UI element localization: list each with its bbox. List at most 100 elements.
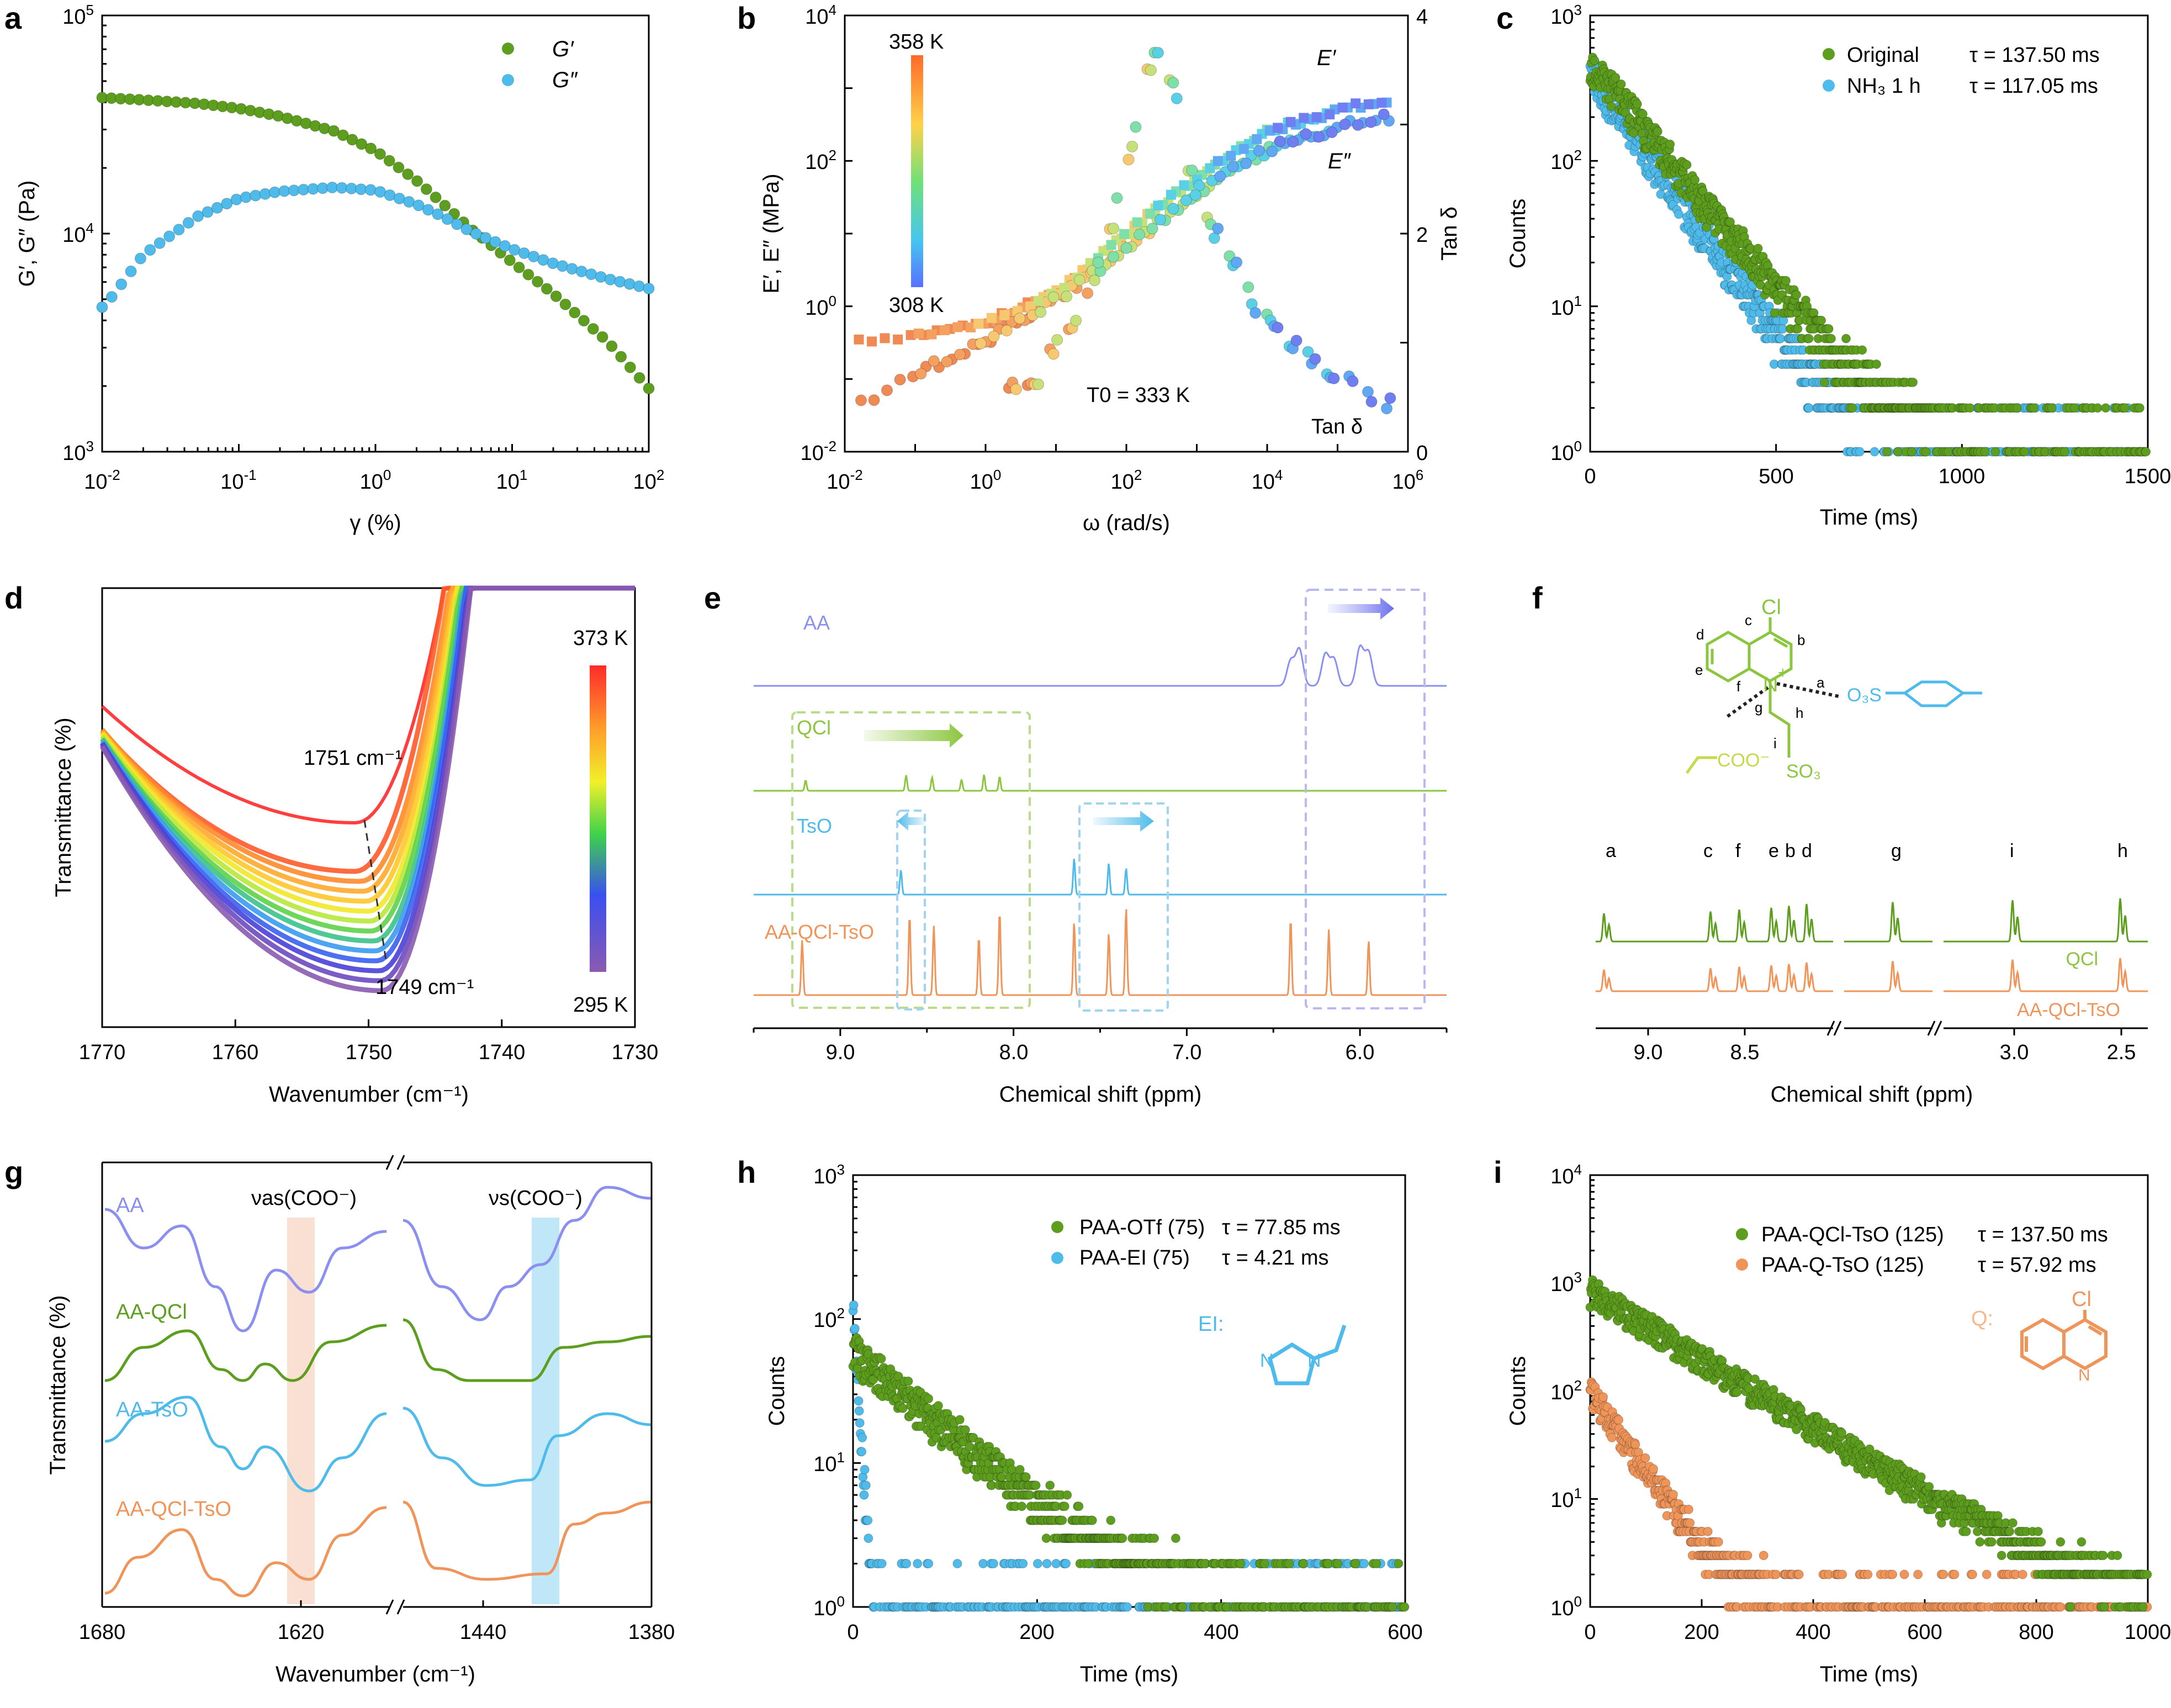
data-point-counts [850, 1324, 860, 1334]
data-point-e-double-prime [1134, 229, 1146, 240]
data-point-e-double-prime [1240, 157, 1252, 170]
data-point-e-double-prime [1180, 194, 1192, 207]
data-point-counts [1394, 1559, 1404, 1568]
y2-tick-label: 0 [1416, 442, 1428, 465]
data-point-g-double-prime [269, 186, 281, 198]
data-point-counts [1753, 244, 1763, 253]
atom-label-i: i [1773, 735, 1777, 752]
bond [1773, 637, 1788, 648]
data-point-counts [1893, 447, 1903, 457]
data-point-counts [1826, 334, 1836, 343]
data-point-e-prime [1145, 208, 1156, 219]
data-point-counts [1171, 1534, 1180, 1543]
data-point-g-double-prime [96, 301, 108, 313]
data-marks-i [1585, 1275, 2152, 1612]
data-point-e-double-prime [1339, 118, 1351, 130]
data-point-counts [913, 1559, 923, 1568]
data-point-counts [2138, 1602, 2148, 1612]
x-axis-label: Chemical shift (ppm) [1771, 1082, 1973, 1107]
atom-label-cl: Cl [1761, 596, 1781, 619]
data-point-e-double-prime [881, 384, 893, 396]
data-point-counts [1061, 1559, 1071, 1568]
data-point-counts [1924, 1482, 1934, 1492]
data-point-g-prime [532, 276, 544, 288]
data-point-e-prime [952, 322, 963, 332]
data-point-tan-delta [1145, 64, 1157, 76]
data-point-tan-delta [1242, 281, 1254, 293]
nmr-spectrum [754, 909, 1447, 996]
data-point-e-prime [1311, 112, 1322, 123]
data-point-counts [1872, 359, 1881, 369]
x-axis-f [1596, 1020, 2148, 1036]
data-point-g-prime [587, 323, 599, 335]
data-point-counts [1400, 1602, 1410, 1612]
data-point-counts [1819, 377, 1829, 387]
highlight-box-aa [1305, 589, 1426, 1009]
peak-label: d [1802, 840, 1812, 861]
ion-pair-dash [1776, 682, 1842, 699]
atom-label-n: N [2078, 1366, 2090, 1384]
ftir-spectrum [104, 1395, 387, 1493]
data-point-g-prime [337, 129, 349, 141]
legend-label: PAA-OTf (75) [1079, 1216, 1205, 1239]
data-point-counts [1359, 1559, 1369, 1568]
data-point-counts [2020, 447, 2030, 457]
data-point-counts [1804, 334, 1814, 343]
data-point-g-prime [504, 254, 516, 266]
shift-arrow-tso-right [1093, 811, 1154, 832]
data-point-counts [1817, 315, 1826, 325]
data-point-counts [1057, 1515, 1067, 1525]
y-axis-label: Counts [1506, 1356, 1530, 1426]
data-point-e-double-prime [1266, 145, 1278, 157]
shift-arrow-tso-left [897, 812, 925, 831]
data-point-g-double-prime [211, 202, 223, 214]
y-tick-label: 100 [1550, 1593, 1582, 1620]
x-tick-label: 10-1 [220, 467, 256, 494]
data-point-counts [1824, 324, 1834, 334]
data-marks-a [96, 92, 655, 394]
data-point-tan-delta [1365, 396, 1378, 408]
x-tick-label: 102 [1111, 467, 1142, 494]
data-point-tan-delta [1032, 378, 1045, 390]
data-point-counts [1372, 1559, 1381, 1568]
data-point-e-double-prime [1300, 128, 1312, 140]
legend-tau: τ = 117.05 ms [1969, 75, 2098, 98]
data-point-counts [854, 1396, 864, 1406]
data-point-e-double-prime [1214, 170, 1226, 182]
data-point-counts [2112, 1551, 2122, 1561]
x-tick-label: 101 [496, 467, 528, 494]
data-point-g-double-prime [643, 283, 655, 294]
x-axis-label: Time (ms) [1820, 505, 1918, 530]
data-point-tan-delta [1231, 256, 1243, 268]
data-point-counts [1060, 1501, 1069, 1511]
data-point-e-prime [1273, 123, 1283, 133]
legend-tau: τ = 137.50 ms [1969, 44, 2100, 67]
peak-label: b [1785, 840, 1796, 861]
y-axis-label: Transmittance (%) [51, 717, 76, 897]
data-point-g-prime [624, 361, 636, 373]
data-point-e-prime [1238, 144, 1249, 154]
legend-label: Original [1847, 44, 1919, 67]
data-point-e-prime [1325, 109, 1335, 120]
axis-ticks-a [101, 14, 650, 453]
data-point-counts [1725, 217, 1735, 227]
data-point-counts [1388, 1602, 1397, 1612]
data-point-e-double-prime [868, 394, 880, 406]
inset-label-q: Q: [1971, 1307, 1993, 1330]
data-point-tan-delta [1381, 403, 1392, 415]
y-axis-label: Counts [765, 1356, 789, 1426]
data-point-counts [1015, 1464, 1025, 1474]
data-point-counts [1640, 1453, 1650, 1463]
data-point-e-prime [1264, 125, 1275, 136]
data-point-counts [1665, 139, 1675, 149]
data-point-g-double-prime [259, 188, 271, 200]
legend-label: G″ [552, 68, 578, 92]
atom-label-cl: Cl [2072, 1288, 2091, 1311]
data-point-g-double-prime [182, 217, 194, 229]
ftir-spectrum [403, 1318, 652, 1382]
data-point-counts [1122, 1602, 1132, 1612]
data-point-g-prime [356, 138, 368, 150]
data-point-g-double-prime [432, 208, 444, 220]
data-point-counts [1944, 447, 1953, 457]
y-tick-label: 10-2 [801, 438, 836, 465]
